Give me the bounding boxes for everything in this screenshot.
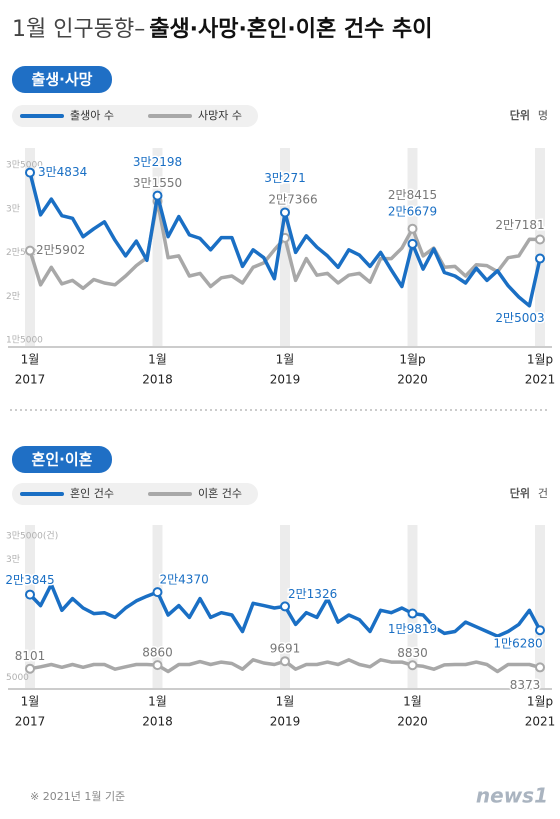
value-label: 8830 [397, 646, 428, 660]
x-tick-year: 2018 [142, 715, 173, 729]
section-title: 혼인·이혼 [32, 451, 93, 469]
legend-label: 이혼 건수 [198, 487, 242, 500]
footer-note: ※ 2021년 1월 기준 [30, 790, 125, 803]
point-marker [535, 234, 545, 245]
y-tick-label: 2만5000 [6, 247, 43, 258]
y-tick-label: 3만5000 [6, 160, 43, 171]
value-label: 2만3845 [5, 573, 54, 587]
unit: 명 [538, 109, 548, 122]
x-tick-year: 2019 [270, 715, 301, 729]
point-marker [407, 660, 418, 671]
legend-box [12, 105, 258, 127]
x-tick-label: 1월 [148, 695, 167, 709]
x-tick-year: 2017 [15, 373, 46, 387]
x-tick-label: 1월p [399, 353, 425, 367]
legend-label: 출생아 수 [70, 109, 114, 122]
x-tick-year: 2020 [397, 715, 428, 729]
y-tick-label: 3만 [6, 554, 20, 565]
value-label: 2만1326 [288, 587, 337, 601]
title-lead: 1월 인구동향– [12, 17, 145, 42]
value-label: 3만271 [264, 171, 306, 185]
title-main: 출생·사망·혼인·이혼 건수 추이 [149, 17, 432, 42]
point-marker [280, 207, 290, 218]
legend-label: 사망자 수 [198, 109, 242, 122]
point-marker [535, 253, 545, 264]
value-label: 2만8415 [388, 188, 437, 202]
january-band [152, 525, 163, 688]
x-tick-label: 1월 [21, 695, 40, 709]
x-tick-year: 2019 [270, 373, 301, 387]
x-tick-label: 1월p [527, 353, 553, 367]
section-title: 출생·사망 [32, 71, 93, 89]
value-label: 8373 [510, 678, 541, 692]
unit-label: 단위 [510, 108, 530, 122]
point-marker [535, 662, 545, 673]
x-tick-label: 1월 [21, 353, 40, 367]
value-label: 2만5003 [495, 311, 544, 325]
y-tick-label: 3만5000(건) [6, 531, 58, 542]
unit-label: 단위 [510, 486, 530, 500]
value-label: 2만5902 [36, 243, 85, 257]
value-label: 3만1550 [133, 176, 182, 190]
legend-box [12, 483, 258, 505]
point-marker [407, 608, 418, 619]
section-badge [12, 446, 112, 473]
point-marker [407, 223, 418, 234]
unit: 건 [538, 487, 548, 500]
point-marker [25, 589, 35, 600]
january-band [407, 525, 418, 688]
value-label: 2만7181 [495, 218, 544, 232]
logo: news1 [476, 784, 548, 808]
point-marker [152, 587, 163, 598]
january-band [25, 525, 35, 688]
point-marker [25, 245, 35, 256]
section-badge [12, 66, 112, 93]
y-tick-label: 2만 [6, 291, 20, 302]
point-marker [152, 660, 163, 671]
value-label: 2만6679 [388, 204, 437, 218]
point-marker [280, 601, 290, 612]
point-marker [152, 190, 163, 201]
x-tick-year: 2018 [142, 373, 173, 387]
point-marker [280, 656, 290, 667]
january-band [535, 525, 545, 688]
value-label: 1만9819 [388, 622, 437, 636]
x-tick-year: 2021 [525, 715, 556, 729]
value-label: 2만4370 [160, 573, 209, 587]
january-band [152, 148, 163, 346]
value-label: 8860 [142, 646, 173, 660]
value-label: 3만4834 [38, 165, 87, 179]
value-label: 9691 [270, 642, 301, 656]
value-label: 8101 [15, 649, 46, 663]
x-tick-label: 1월 [276, 353, 295, 367]
january-band [535, 148, 545, 346]
x-tick-label: 1월 [403, 695, 422, 709]
value-label: 2만7366 [268, 192, 317, 206]
point-marker [25, 663, 35, 674]
x-tick-year: 2021 [525, 373, 556, 387]
x-tick-label: 1월 [148, 353, 167, 367]
january-band [280, 148, 290, 346]
x-tick-year: 2017 [15, 715, 46, 729]
y-tick-label: 5000 [6, 673, 29, 683]
point-marker [407, 238, 418, 249]
y-tick-label: 3만 [6, 203, 20, 214]
title: 1월 인구동향– 출생·사망·혼인·이혼 건수 추이 [12, 17, 432, 42]
x-tick-year: 2020 [397, 373, 428, 387]
x-tick-label: 1월 [276, 695, 295, 709]
value-label: 3만2198 [133, 155, 182, 169]
x-tick-label: 1월p [527, 695, 553, 709]
y-tick-label: 1만5000 [6, 335, 43, 346]
point-marker [25, 167, 35, 178]
legend-label: 혼인 건수 [70, 487, 114, 500]
value-label: 1만6280 [493, 637, 542, 651]
point-marker [535, 625, 545, 636]
